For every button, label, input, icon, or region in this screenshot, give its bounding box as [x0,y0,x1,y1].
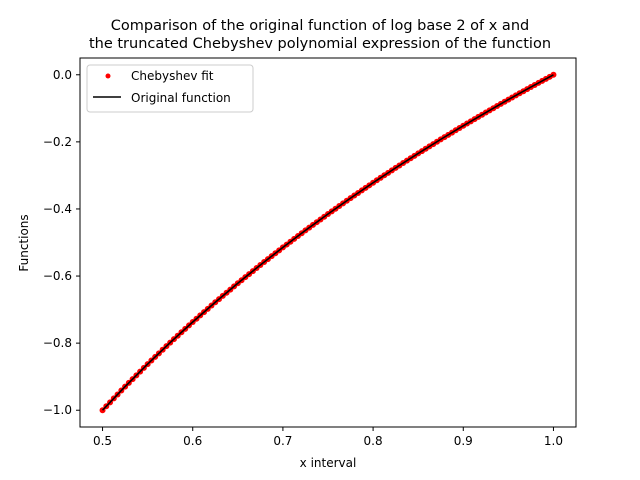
x-tick-label: 0.6 [183,434,202,448]
ticks-layer: 0.5 0.6 0.7 0.8 0.9 1.0 0.0 −0.2 −0.4 −0.6 −0.8 −1.… [43,68,563,448]
series-layer [99,71,557,414]
y-tick-label: −0.8 [43,336,72,350]
x-tick-label: 0.7 [273,434,292,448]
legend-marker-chebyshev [105,73,111,79]
chart-title-line-2: the truncated Chebyshev polynomial expre… [88,36,552,52]
y-tick-label: −0.4 [43,202,72,216]
series-chebyshev-fit [99,71,557,414]
y-tick-label: −0.2 [43,135,72,149]
chart-title-line-1: Comparison of the original function of l… [110,18,530,34]
y-tick-label: −0.6 [43,269,72,283]
x-axis-label: x interval [300,456,357,470]
legend-label-chebyshev: Chebyshev fit [131,69,214,83]
chebyshev-fit-point [550,71,557,78]
x-tick-label: 0.5 [93,434,112,448]
axes-frame [79,57,577,428]
y-tick-label: −1.0 [43,403,72,417]
y-tick-label: 0.0 [53,68,72,82]
legend: Chebyshev fit Original function [86,64,254,113]
x-tick-label: 0.9 [454,434,473,448]
legend-label-original: Original function [131,91,231,105]
x-tick-label: 1.0 [544,434,563,448]
legend-box [86,64,254,113]
original-function-line [101,74,554,411]
x-tick-label: 0.8 [364,434,383,448]
y-axis-label: Functions [17,214,31,271]
